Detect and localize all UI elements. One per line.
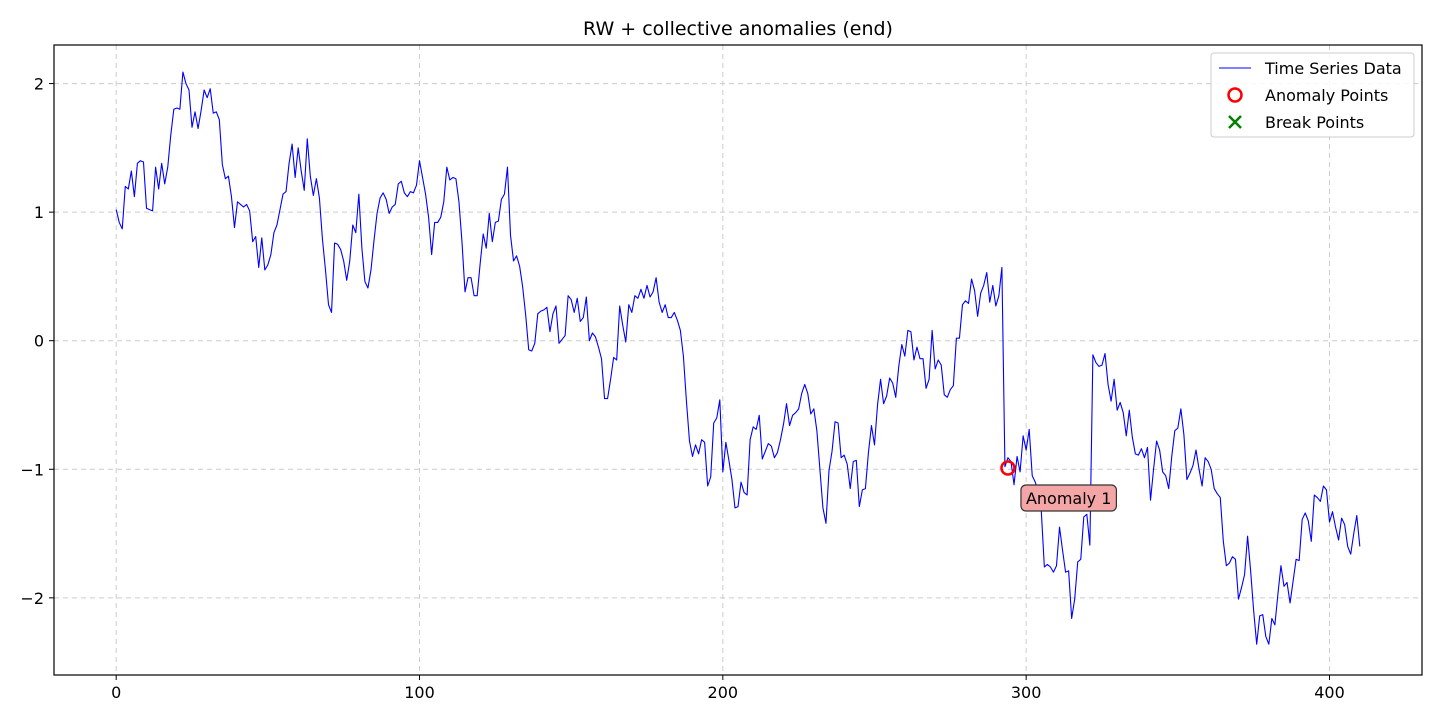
x-tick-label: 0 <box>111 683 121 702</box>
x-tick-label: 200 <box>708 683 739 702</box>
annotation-label: Anomaly 1 <box>1026 489 1111 508</box>
plot-frame <box>53 44 1423 676</box>
legend-circle-swatch <box>1227 87 1243 103</box>
y-tick-label: −1 <box>20 460 44 479</box>
legend-label: Anomaly Points <box>1265 86 1388 105</box>
legend-x-swatch <box>1228 115 1242 129</box>
axis-ticks: 0 100 200 300 400 −2 −1 0 1 2 <box>20 75 1344 702</box>
anomaly-point <box>1000 460 1016 476</box>
anomaly-marker-layer <box>1000 460 1016 476</box>
anomaly-annotation: Anomaly 1 <box>1020 484 1118 512</box>
legend-label: Time Series Data <box>1264 59 1402 78</box>
y-tick-label: 2 <box>34 75 44 94</box>
grid-lines <box>54 45 1422 675</box>
x-tick-label: 300 <box>1011 683 1042 702</box>
legend: Time Series Data Anomaly Points Break Poin… <box>1210 52 1415 138</box>
y-tick-label: 1 <box>34 203 44 222</box>
x-tick-label: 400 <box>1314 683 1345 702</box>
chart-title: RW + collective anomalies (end) <box>583 18 893 40</box>
y-tick-label: −2 <box>20 589 44 608</box>
legend-box <box>1210 52 1415 138</box>
annotation-layer: Anomaly 1 <box>1020 484 1118 512</box>
annotation-box <box>1020 484 1118 512</box>
series-layer <box>115 71 1361 645</box>
y-tick-label: 0 <box>34 332 44 351</box>
legend-label: Break Points <box>1265 113 1364 132</box>
x-tick-label: 100 <box>404 683 435 702</box>
series-line <box>115 71 1361 645</box>
